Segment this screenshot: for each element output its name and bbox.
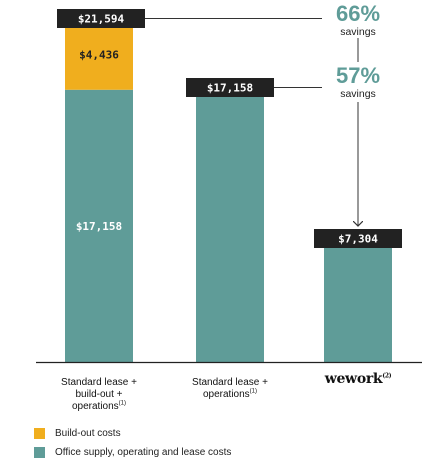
category-label-2: wework(2) bbox=[324, 371, 392, 387]
bar-0-build-out bbox=[65, 19, 133, 90]
total-callout-0 bbox=[57, 9, 145, 28]
savings-pct-0: 66% bbox=[336, 1, 380, 26]
savings-word-0: savings bbox=[340, 26, 376, 38]
category-label-1: Standard lease + operations(1) bbox=[192, 377, 268, 400]
segment-label-1: $4,436 bbox=[79, 49, 119, 62]
total-callout-1 bbox=[186, 78, 274, 97]
total-callout-2 bbox=[314, 229, 402, 248]
legend-label-build-out: Build-out costs bbox=[55, 428, 121, 439]
savings-pct-1: 57% bbox=[336, 63, 380, 88]
total-label-2: $7,304 bbox=[338, 233, 378, 246]
legend-item-build-out: Build-out costs bbox=[34, 428, 121, 439]
total-label-1: $17,158 bbox=[207, 82, 253, 95]
bar-2-office-supply bbox=[324, 246, 392, 362]
category-label-0: Standard lease + build-out + operations(1) bbox=[61, 377, 137, 412]
bar-1-office-supply bbox=[196, 89, 264, 362]
savings-word-1: savings bbox=[340, 88, 376, 100]
legend-swatch-build-out bbox=[34, 428, 45, 439]
segment-label-0: $17,158 bbox=[76, 220, 122, 233]
legend-label-office-supply: Office supply, operating and lease costs bbox=[55, 447, 232, 458]
legend-item-office-supply: Office supply, operating and lease costs bbox=[34, 447, 231, 458]
total-label-0: $21,594 bbox=[78, 13, 125, 26]
bar-0-office-supply bbox=[65, 89, 133, 362]
legend-swatch-office-supply bbox=[34, 447, 45, 458]
